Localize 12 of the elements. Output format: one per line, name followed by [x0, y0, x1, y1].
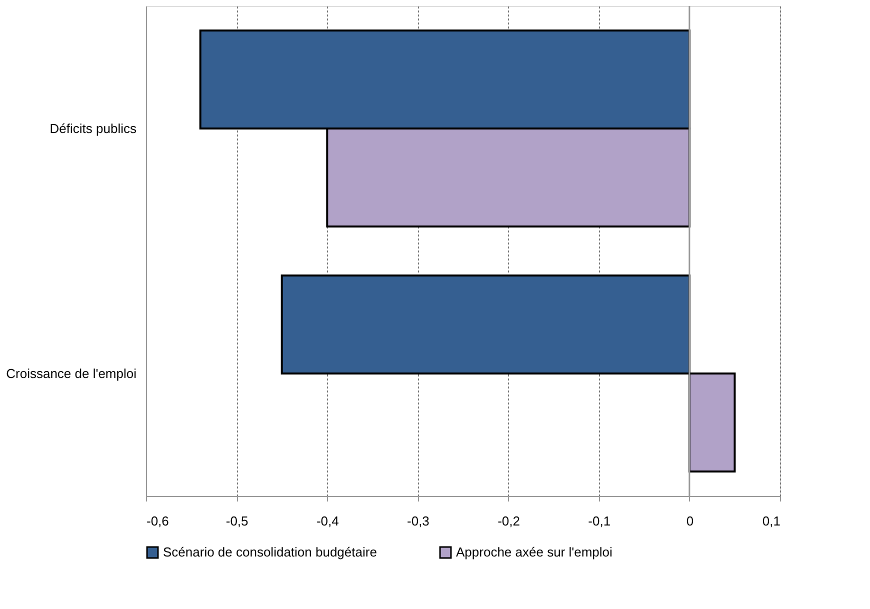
x-tick-label: -0,6 [146, 514, 169, 528]
legend-label: Scénario de consolidation budgétaire [163, 544, 377, 560]
legend-label: Approche axée sur l'emploi [456, 544, 613, 560]
x-tick-label: -0,3 [407, 514, 430, 528]
y-tick-label: Déficits publics [50, 121, 137, 136]
x-tick-label: 0,1 [762, 514, 780, 528]
x-tick-label: -0,2 [498, 514, 520, 528]
y-tick-label: Croissance de l'emploi [6, 366, 137, 381]
x-tick-label: -0,1 [588, 514, 611, 528]
x-tick-label: -0,5 [226, 514, 248, 528]
x-tick-label: 0 [686, 514, 694, 528]
x-tick-label: -0,4 [316, 514, 339, 528]
